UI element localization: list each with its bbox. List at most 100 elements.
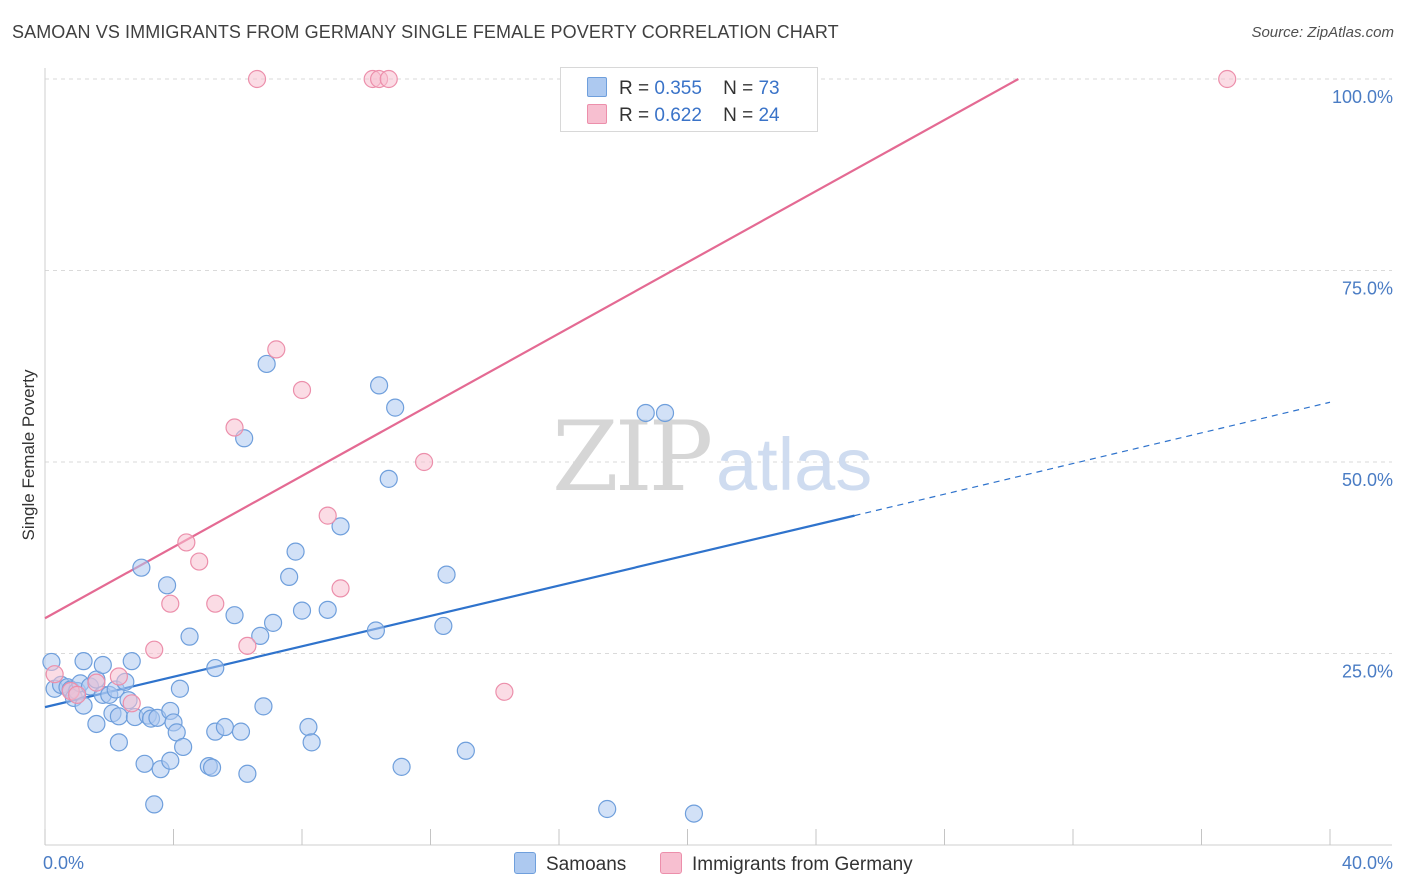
y-tick-label: 25.0% [1342,662,1393,682]
bottom-legend-germany: Immigrants from Germany [660,852,913,876]
point-germany [331,579,350,598]
point-germany [292,380,312,400]
point-samoans [331,517,350,536]
point-germany [1218,69,1237,89]
point-samoans [684,804,704,823]
point-samoans [135,754,154,773]
point-samoans [109,733,128,752]
legend-swatch-samoans [587,77,607,97]
point-samoans [93,655,112,675]
trend-line-samoans [44,514,855,709]
trend-line-samoans-extension [854,401,1331,517]
point-samoans [206,658,225,678]
point-samoans [257,354,276,374]
point-germany [122,694,141,713]
bottom-legend-label-samoans: Samoans [546,854,627,875]
point-samoans [598,799,617,819]
point-samoans [157,576,177,595]
point-germany [247,69,267,89]
point-germany [145,640,164,659]
point-samoans [456,741,475,760]
point-germany [161,594,180,613]
legend-swatch-germany [587,104,607,124]
y-axis-label: Single Female Poverty [19,369,38,541]
point-samoans [202,758,222,777]
point-samoans [254,697,273,716]
y-tick-label: 50.0% [1342,470,1393,490]
point-germany [495,682,514,701]
watermark-atlas: atlas [716,423,872,506]
point-samoans [215,717,234,737]
legend-n-label: N = [723,78,754,99]
point-samoans [174,737,193,757]
point-samoans [74,652,93,671]
point-germany [225,418,244,437]
point-samoans [109,707,128,726]
chart-title: SAMOAN VS IMMIGRANTS FROM GERMANY SINGLE… [12,22,839,42]
legend-n-value: 73 [758,78,780,99]
point-samoans [122,652,141,671]
point-samoans [437,565,456,584]
point-germany [87,673,106,692]
legend-r-value: 0.622 [654,105,702,126]
point-samoans [299,717,318,737]
point-germany [109,667,128,686]
point-samoans [161,751,180,770]
point-samoans [180,627,199,646]
bottom-legend-swatch-samoans [514,852,536,874]
point-samoans [302,733,321,752]
point-samoans [231,722,251,741]
point-samoans [132,558,151,577]
point-samoans [263,613,283,632]
point-germany [190,552,209,571]
point-samoans [434,616,453,636]
point-germany [267,340,286,359]
bottom-legend-swatch-germany [660,852,682,874]
x-tick-label: 0.0% [43,853,84,873]
legend-n-label: N = [723,105,754,126]
bottom-legend-label-germany: Immigrants from Germany [692,854,913,875]
gridlines [45,78,1392,654]
point-samoans [292,601,312,620]
point-samoans [170,679,190,698]
point-germany [379,69,398,89]
trend-line-germany [44,78,1019,620]
legend-r-label: R = [619,78,650,99]
point-samoans [636,403,655,423]
watermark-zip: ZIP [552,401,711,513]
source-credit: Source: ZipAtlas.com [1251,24,1394,41]
point-germany [318,506,337,525]
point-samoans [366,621,385,640]
point-samoans [251,626,270,645]
point-samoans [379,469,398,488]
trend-lines [44,78,1331,709]
tick-labels: 25.0% 50.0% 75.0% 100.0% 0.0% 40.0% [43,87,1393,873]
watermark: ZIP atlas [552,401,872,513]
point-samoans [225,606,244,625]
legend-row-samoans: R = 0.355 N = 73 [587,77,780,99]
point-samoans [280,567,299,587]
point-germany [206,594,225,613]
point-samoans [386,398,405,417]
point-samoans [318,600,337,619]
point-germany [45,665,64,684]
point-samoans [370,376,389,395]
legend-r-value: 0.355 [654,78,702,99]
point-samoans [145,795,164,814]
bottom-legend-samoans: Samoans [514,852,626,876]
point-samoans [238,764,257,783]
point-germany [414,452,434,472]
point-samoans [392,757,411,776]
data-points [42,69,1237,823]
point-germany [177,533,196,552]
point-germany [68,685,87,704]
legend-r-label: R = [619,105,650,126]
point-samoans [655,403,675,423]
point-samoans [87,714,106,734]
point-samoans [286,542,305,561]
point-germany [238,636,257,655]
correlation-legend: R = 0.355 N = 73 R = 0.622 N = 24 [560,67,818,132]
y-tick-label: 75.0% [1342,279,1393,299]
legend-n-value: 24 [758,105,780,126]
